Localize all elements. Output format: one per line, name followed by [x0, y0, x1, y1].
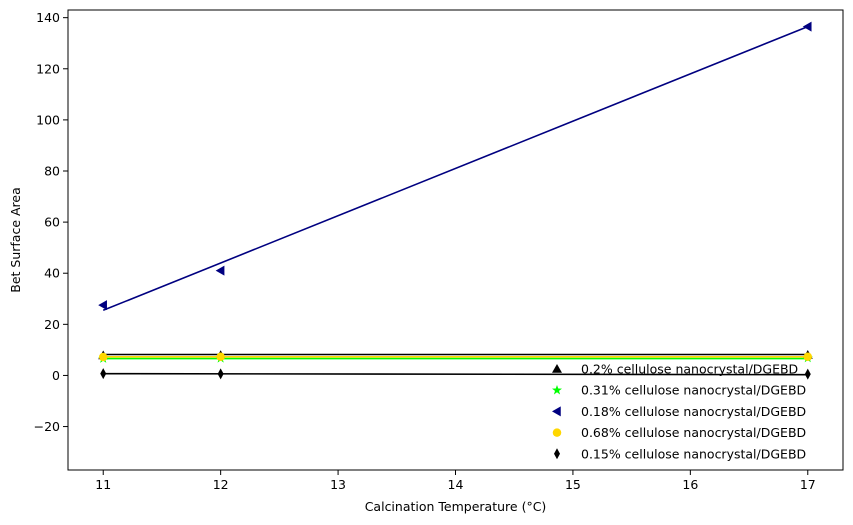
- y-tick-label: −20: [34, 419, 60, 434]
- data-point: [216, 352, 225, 362]
- legend-marker: [552, 384, 562, 395]
- legend-entry: 0.68% cellulose nanocrystal/DGEBD: [552, 425, 806, 440]
- data-point: [215, 265, 225, 276]
- data-point: [804, 368, 811, 380]
- x-axis-label: Calcination Temperature (°C): [365, 499, 547, 514]
- y-axis-label: Bet Surface Area: [8, 187, 23, 293]
- axes-frame: [67, 9, 844, 471]
- x-tick-label: 11: [95, 477, 111, 492]
- data-point: [98, 352, 108, 362]
- x-tick-label: 15: [565, 477, 581, 492]
- x-tick-label: 12: [213, 477, 229, 492]
- legend-entry: 0.15% cellulose nanocrystal/DGEBD: [554, 446, 806, 461]
- legend-label: 0.18% cellulose nanocrystal/DGEBD: [581, 404, 806, 419]
- legend-marker: [554, 448, 560, 460]
- series-3: [98, 21, 812, 312]
- data-point: [98, 300, 107, 311]
- data-point: [100, 368, 107, 380]
- y-tick-label: 60: [44, 215, 60, 230]
- legend-marker: [552, 428, 562, 437]
- data-point: [802, 21, 812, 32]
- legend-label: 0.68% cellulose nanocrystal/DGEBD: [581, 425, 806, 440]
- fit-line: [102, 25, 809, 312]
- data-point: [803, 352, 813, 362]
- legend-label: 0.15% cellulose nanocrystal/DGEBD: [581, 446, 806, 461]
- x-tick-label: 14: [448, 477, 464, 492]
- y-tick-label: 80: [44, 164, 60, 179]
- x-tick-label: 16: [682, 477, 698, 492]
- x-tick-label: 17: [800, 477, 816, 492]
- y-tick-label: 0: [52, 368, 60, 383]
- legend-entry: 0.18% cellulose nanocrystal/DGEBD: [552, 404, 806, 419]
- legend-entry: 0.31% cellulose nanocrystal/DGEBD: [552, 383, 806, 398]
- series-5: [100, 368, 811, 380]
- legend-marker: [552, 406, 561, 417]
- legend-label: 0.2% cellulose nanocrystal/DGEBD: [581, 362, 798, 377]
- plot-area: [98, 21, 813, 380]
- y-tick-label: 40: [44, 266, 60, 281]
- y-tick-label: 20: [44, 317, 60, 332]
- series-4: [98, 352, 813, 362]
- legend-marker: [552, 364, 562, 373]
- axes-ticks: 11 12 13 14 15 16 17 −20 0 20 40 60 80 100 120 140: [34, 10, 816, 492]
- y-tick-label: 100: [36, 112, 60, 127]
- legend: 0.2% cellulose nanocrystal/DGEBD 0.31% ce…: [552, 362, 806, 461]
- legend-entry: 0.2% cellulose nanocrystal/DGEBD: [552, 362, 798, 377]
- y-tick-label: 140: [36, 10, 60, 25]
- legend-label: 0.31% cellulose nanocrystal/DGEBD: [581, 383, 806, 398]
- x-tick-label: 13: [330, 477, 346, 492]
- y-tick-label: 120: [36, 61, 60, 76]
- data-point: [217, 368, 224, 380]
